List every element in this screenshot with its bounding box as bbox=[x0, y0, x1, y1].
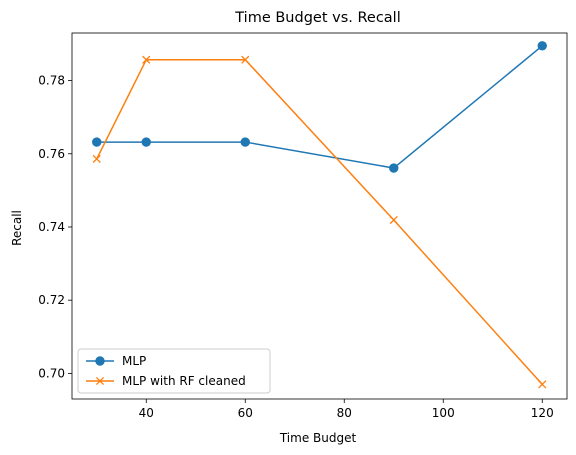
x-axis-ticks: 40 60 80 100 120 bbox=[139, 399, 554, 420]
data-point-mlp bbox=[389, 163, 399, 173]
x-marker-stroke bbox=[538, 380, 547, 389]
y-tick-label: 0.70 bbox=[38, 366, 65, 380]
series-line-mlp-with-rf-cleaned bbox=[96, 58, 543, 385]
series-mlp bbox=[92, 41, 547, 173]
legend-swatch-marker bbox=[95, 376, 105, 386]
legend-entry-mlp: MLP bbox=[86, 354, 146, 368]
legend-entry-mlp-with-rf-cleaned: MLP with RF cleaned bbox=[86, 374, 246, 388]
x-axis-label: Time Budget bbox=[279, 431, 357, 445]
x-marker-stroke bbox=[92, 154, 101, 163]
legend-swatch-marker bbox=[95, 356, 105, 366]
data-point-mlp bbox=[92, 137, 102, 147]
x-tick-label: 80 bbox=[337, 406, 352, 420]
x-marker-stroke bbox=[95, 376, 105, 386]
legend-box bbox=[77, 348, 271, 394]
data-point-mlp-with-rf-cleaned bbox=[389, 215, 398, 225]
data-point-mlp-with-rf-cleaned bbox=[241, 55, 250, 64]
axes-frame bbox=[71, 32, 568, 400]
x-marker-stroke bbox=[241, 55, 250, 64]
data-point-mlp-with-rf-cleaned bbox=[538, 380, 547, 389]
data-point-mlp bbox=[141, 137, 151, 147]
legend-label: MLP bbox=[122, 354, 146, 368]
x-marker-stroke bbox=[389, 215, 398, 225]
data-point-mlp-with-rf-cleaned bbox=[142, 55, 151, 64]
y-tick-label: 0.72 bbox=[38, 293, 65, 307]
x-tick-label: 40 bbox=[139, 406, 154, 420]
legend: MLP MLP with RF cleaned bbox=[77, 348, 271, 394]
x-tick-label: 60 bbox=[238, 406, 253, 420]
y-tick-label: 0.76 bbox=[38, 147, 65, 161]
y-axis-label: Recall bbox=[10, 210, 24, 246]
x-tick-label: 120 bbox=[531, 406, 554, 420]
x-tick-label: 100 bbox=[432, 406, 455, 420]
series-mlp-with-rf-cleaned bbox=[92, 55, 547, 389]
series-line-mlp bbox=[96, 45, 543, 169]
plot-area bbox=[92, 41, 547, 389]
data-point-mlp-with-rf-cleaned bbox=[92, 154, 101, 163]
y-tick-label: 0.74 bbox=[38, 220, 65, 234]
y-axis-ticks: 0.70 0.72 0.74 0.76 0.78 bbox=[38, 74, 72, 380]
data-point-mlp bbox=[537, 41, 547, 51]
legend-label: MLP with RF cleaned bbox=[122, 374, 246, 388]
y-tick-label: 0.78 bbox=[38, 74, 65, 88]
data-point-mlp bbox=[240, 137, 250, 147]
x-marker-stroke bbox=[142, 55, 151, 64]
chart-title: Time Budget vs. Recall bbox=[234, 10, 400, 26]
